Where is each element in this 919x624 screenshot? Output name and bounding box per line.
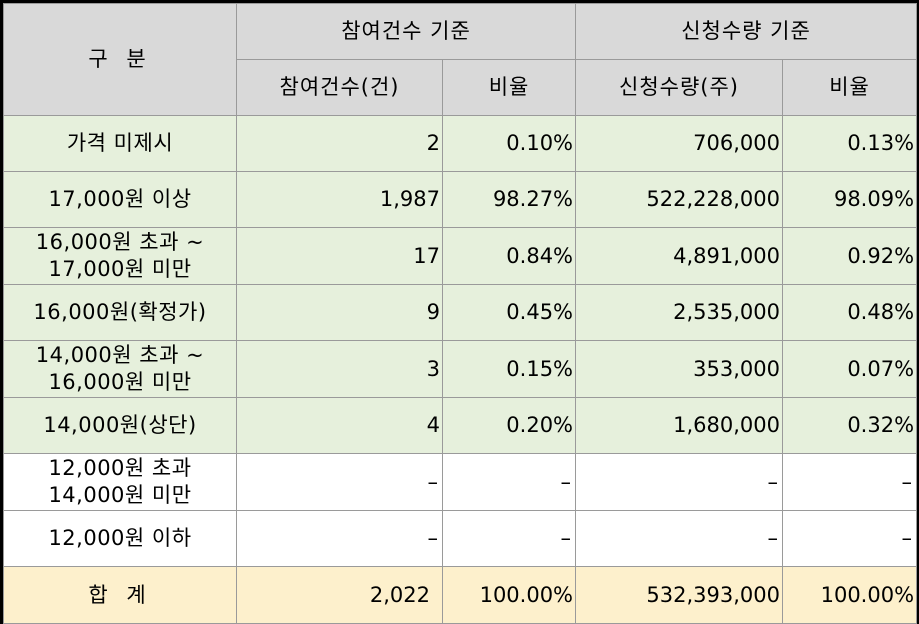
row-label: 14,000원(상단) xyxy=(3,397,237,454)
row-label-line-2: 17,000원 미만 xyxy=(48,257,192,281)
table-row: 12,000원 초과 14,000원 미만 – – – – xyxy=(3,453,918,511)
row-qty-ratio: 0.13% xyxy=(782,115,918,172)
row-qty: – xyxy=(575,453,784,511)
row-qty: 1,680,000 xyxy=(575,397,784,454)
row-label: 12,000원 초과 14,000원 미만 xyxy=(3,453,237,511)
row-count-ratio: 0.45% xyxy=(441,284,577,341)
row-qty: – xyxy=(575,510,784,567)
table-row: 12,000원 이하 – – – – xyxy=(3,510,918,567)
header-qty: 신청수량(주) xyxy=(575,59,784,116)
row-count-ratio: 0.10% xyxy=(441,115,577,172)
row-count-ratio: – xyxy=(441,453,577,511)
row-label-line-1: 16,000원 초과 ~ xyxy=(35,230,205,254)
table-row: 17,000원 이상 1,987 98.27% 522,228,000 98.0… xyxy=(3,171,918,228)
row-qty: 522,228,000 xyxy=(575,171,784,228)
header-qty-ratio: 비율 xyxy=(782,59,918,116)
row-qty-ratio: 98.09% xyxy=(782,171,918,228)
row-qty-ratio: – xyxy=(782,510,918,567)
table-row: 16,000원(확정가) 9 0.45% 2,535,000 0.48% xyxy=(3,284,918,341)
total-count-ratio: 100.00% xyxy=(441,566,577,624)
row-label: 가격 미제시 xyxy=(3,115,237,172)
row-qty: 2,535,000 xyxy=(575,284,784,341)
row-qty-ratio: 0.48% xyxy=(782,284,918,341)
row-count: 9 xyxy=(236,284,443,341)
total-qty: 532,393,000 xyxy=(575,566,784,624)
header-row-2: 참여건수(건) 비율 신청수량(주) 비율 xyxy=(4,59,918,116)
row-count: 17 xyxy=(236,227,443,285)
row-label-line-1: 17,000원 이상 xyxy=(48,187,192,211)
row-label-line-1: 12,000원 초과 xyxy=(48,456,192,480)
header-count: 참여건수(건) xyxy=(236,59,443,116)
total-label: 합 계 xyxy=(3,566,237,624)
allocation-table: 구 분 참여건수 기준 신청수량 기준 참여건수(건) 비율 신청수량(주) 비… xyxy=(3,3,918,624)
header-row-1: 구 분 참여건수 기준 신청수량 기준 xyxy=(3,3,918,116)
row-count-ratio: 98.27% xyxy=(441,171,577,228)
row-count: 2 xyxy=(236,115,443,172)
table-row: 가격 미제시 2 0.10% 706,000 0.13% xyxy=(3,115,918,172)
row-qty-ratio: 0.07% xyxy=(782,340,918,398)
row-qty-ratio: 0.32% xyxy=(782,397,918,454)
row-label-line-2: 14,000원 미만 xyxy=(48,483,192,507)
row-label: 14,000원 초과 ~ 16,000원 미만 xyxy=(3,340,237,398)
row-qty-ratio: – xyxy=(782,453,918,511)
total-count: 2,022 xyxy=(236,566,443,624)
row-label-line-1: 가격 미제시 xyxy=(66,131,174,155)
row-count: 3 xyxy=(236,340,443,398)
table-row: 14,000원(상단) 4 0.20% 1,680,000 0.32% xyxy=(3,397,918,454)
header-count-ratio: 비율 xyxy=(441,59,577,116)
row-label: 12,000원 이하 xyxy=(3,510,237,567)
row-count: – xyxy=(236,453,443,511)
row-label-line-1: 14,000원(상단) xyxy=(43,413,197,437)
total-row: 합 계 2,022 100.00% 532,393,000 100.00% xyxy=(3,566,918,624)
row-qty: 4,891,000 xyxy=(575,227,784,285)
row-count-ratio: 0.84% xyxy=(441,227,577,285)
row-label-line-2: 16,000원 미만 xyxy=(48,370,192,394)
row-qty: 706,000 xyxy=(575,115,784,172)
row-label: 17,000원 이상 xyxy=(3,171,237,228)
row-label-line-1: 12,000원 이하 xyxy=(48,526,192,550)
table-row: 14,000원 초과 ~ 16,000원 미만 3 0.15% 353,000 0… xyxy=(3,340,918,398)
row-label-line-1: 16,000원(확정가) xyxy=(33,300,207,324)
row-qty-ratio: 0.92% xyxy=(782,227,918,285)
row-count: – xyxy=(236,510,443,567)
row-count-ratio: – xyxy=(441,510,577,567)
row-count-ratio: 0.20% xyxy=(441,397,577,454)
header-category: 구 분 xyxy=(3,3,237,116)
row-count-ratio: 0.15% xyxy=(441,340,577,398)
row-count: 1,987 xyxy=(236,171,443,228)
row-qty: 353,000 xyxy=(575,340,784,398)
row-label-line-1: 14,000원 초과 ~ xyxy=(35,343,205,367)
row-count: 4 xyxy=(236,397,443,454)
header-group-qty: 신청수량 기준 xyxy=(575,3,918,60)
total-qty-ratio: 100.00% xyxy=(782,566,918,624)
row-label: 16,000원(확정가) xyxy=(3,284,237,341)
header-group-count: 참여건수 기준 xyxy=(235,3,577,60)
row-label: 16,000원 초과 ~ 17,000원 미만 xyxy=(3,227,237,285)
table-row: 16,000원 초과 ~ 17,000원 미만 17 0.84% 4,891,00… xyxy=(3,227,918,285)
